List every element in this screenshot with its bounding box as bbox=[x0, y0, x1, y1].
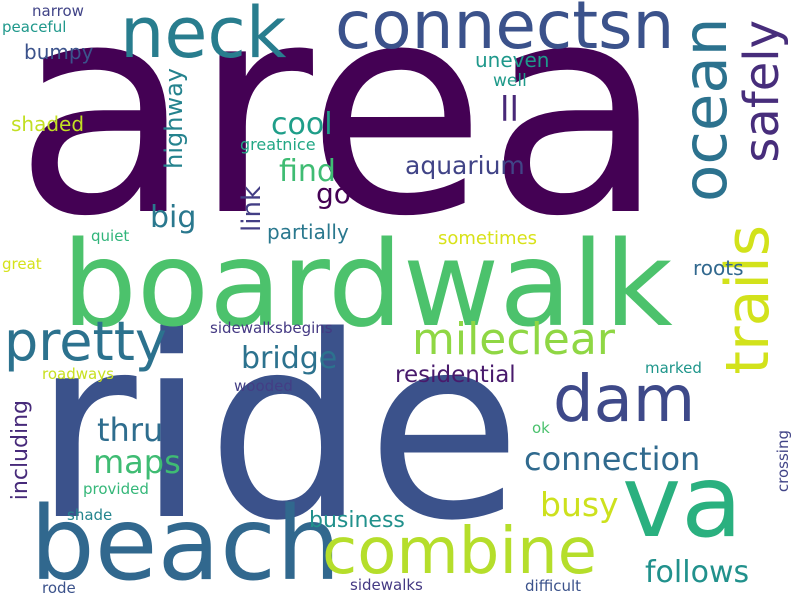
word-provided: provided bbox=[83, 480, 149, 498]
word-connectsn: connectsn bbox=[335, 0, 675, 64]
word-narrow: narrow bbox=[32, 2, 84, 20]
word-big: big bbox=[150, 200, 197, 235]
word-combine: combine bbox=[322, 515, 598, 589]
word-uneven: uneven bbox=[475, 48, 550, 72]
word-wooded: wooded bbox=[234, 377, 293, 395]
word-va: va bbox=[622, 443, 743, 560]
word-cool: cool bbox=[271, 107, 333, 142]
word-connection: connection bbox=[524, 440, 701, 478]
word-ocean: ocean bbox=[670, 17, 741, 202]
word-mileclear: mileclear bbox=[412, 314, 615, 365]
word-shade: shade bbox=[67, 506, 113, 524]
word-busy: busy bbox=[540, 485, 619, 524]
word-including: including bbox=[8, 400, 33, 501]
word-crossing: crossing bbox=[774, 430, 792, 493]
word-dam: dam bbox=[553, 363, 696, 437]
word-ok: ok bbox=[532, 419, 550, 437]
word-roadways: roadways bbox=[42, 365, 114, 383]
word-trails: trails bbox=[713, 225, 783, 375]
word-quiet: quiet bbox=[91, 227, 130, 245]
word-ll: ll bbox=[500, 90, 519, 130]
word-safely: safely bbox=[734, 20, 790, 163]
word-area: area bbox=[14, 0, 666, 280]
word-well: well bbox=[493, 71, 527, 91]
word-bumpy: bumpy bbox=[24, 40, 94, 64]
word-highway: highway bbox=[160, 68, 188, 169]
word-maps: maps bbox=[93, 443, 181, 481]
word-sidewalksbegins: sidewalksbegins bbox=[210, 319, 333, 337]
word-neck: neck bbox=[120, 0, 287, 74]
word-bridge: bridge bbox=[241, 341, 338, 376]
word-partially: partially bbox=[267, 220, 349, 244]
word-rode: rode bbox=[42, 579, 76, 597]
word-residential: residential bbox=[395, 362, 516, 388]
word-pretty: pretty bbox=[4, 310, 167, 373]
word-boardwalk: boardwalk bbox=[62, 215, 673, 353]
word-beach: beach bbox=[30, 485, 341, 600]
word-sometimes: sometimes bbox=[438, 228, 538, 249]
word-find: find bbox=[279, 154, 336, 189]
word-sidewalks: sidewalks bbox=[350, 576, 423, 594]
word-roots: roots bbox=[693, 256, 744, 280]
word-peaceful: peaceful bbox=[2, 18, 67, 36]
word-ride: ride bbox=[33, 283, 522, 576]
word-difficult: difficult bbox=[525, 577, 581, 595]
word-business: business bbox=[309, 508, 405, 533]
word-thru: thru bbox=[97, 411, 164, 449]
word-great: great bbox=[2, 255, 42, 273]
word-marked: marked bbox=[645, 359, 702, 377]
word-go: go bbox=[316, 177, 351, 210]
word-shaded: shaded bbox=[11, 112, 85, 136]
word-greatnice: greatnice bbox=[240, 135, 316, 154]
word-follows: follows bbox=[645, 555, 750, 590]
word-aquarium: aquarium bbox=[405, 151, 525, 180]
word-link: link bbox=[237, 186, 267, 232]
